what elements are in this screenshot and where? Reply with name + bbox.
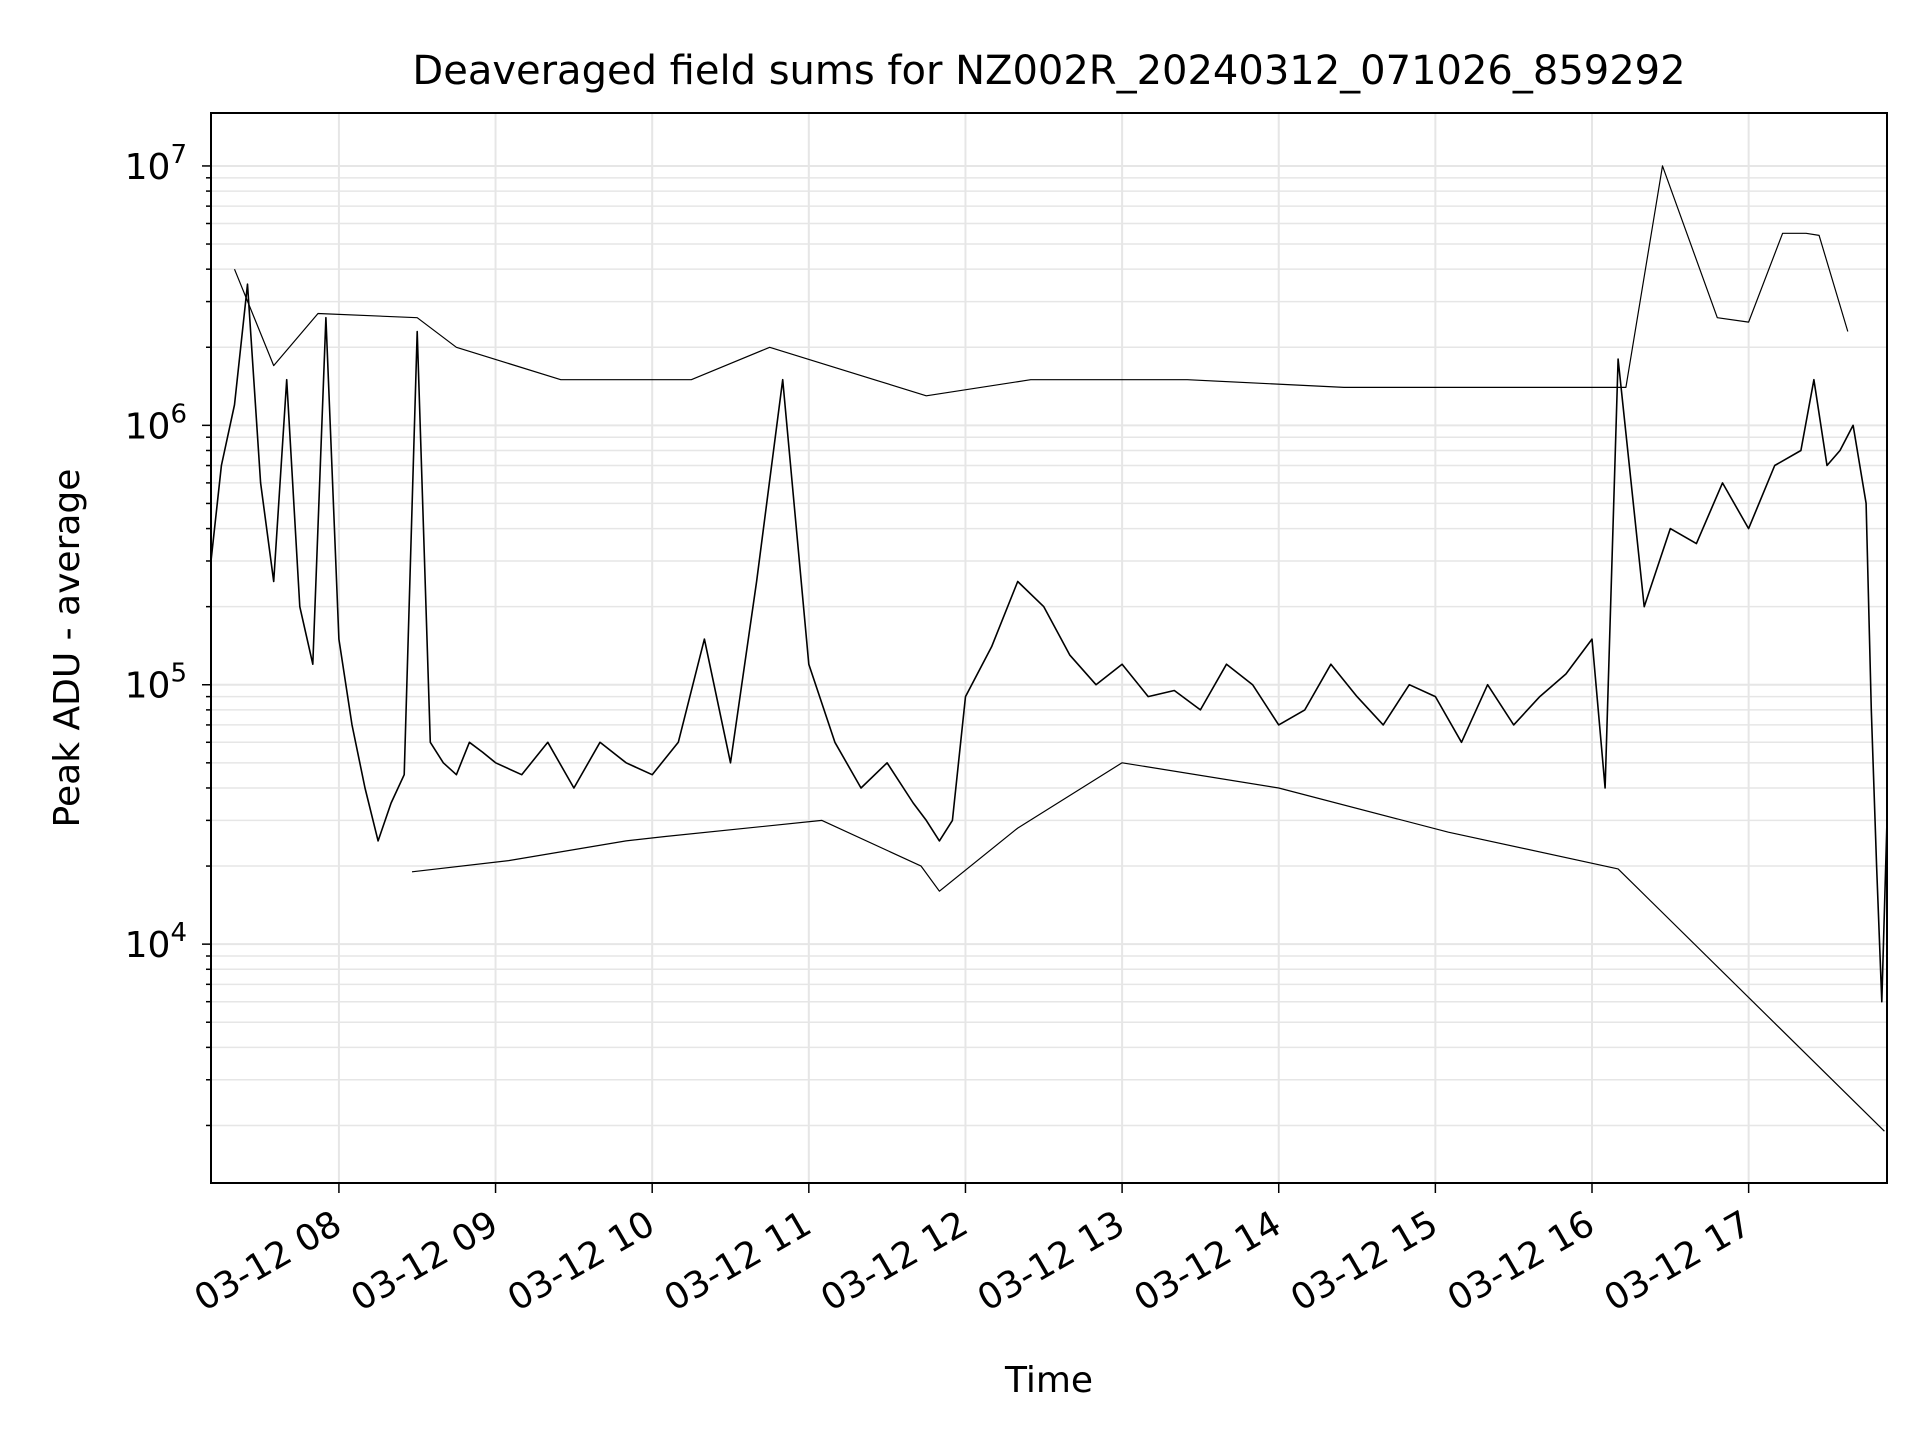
y-tick-label: 104 [125, 918, 187, 966]
x-tick-label: 03-12 15 [1284, 1203, 1445, 1319]
x-tick-label: 03-12 12 [814, 1203, 975, 1319]
x-tick-label: 03-12 14 [1128, 1203, 1289, 1319]
x-tick-label: 03-12 13 [971, 1203, 1132, 1319]
plot-frame [210, 112, 1888, 1184]
series-layer [211, 165, 1887, 1132]
y-tick-label: 106 [125, 399, 187, 447]
series-line-3 [411, 762, 1885, 1132]
x-tick-label: 03-12 08 [188, 1203, 349, 1319]
series-line-2 [233, 165, 1849, 397]
x-axis-label: Time [1004, 1360, 1093, 1401]
series-line-1 [211, 283, 1887, 1003]
y-axis-label: Peak ADU - average [47, 469, 88, 828]
x-tick-label: 03-12 16 [1441, 1203, 1602, 1319]
y-tick-label: 105 [125, 659, 187, 707]
x-tick-label: 03-12 09 [344, 1203, 505, 1319]
grid [211, 113, 1887, 1183]
x-tick-label: 03-12 10 [501, 1203, 662, 1319]
y-tick-label: 107 [125, 140, 187, 188]
chart-title: Deaveraged field sums for NZ002R_2024031… [412, 48, 1685, 94]
x-tick-label: 03-12 11 [658, 1203, 819, 1319]
x-tick-label: 03-12 17 [1597, 1203, 1758, 1319]
